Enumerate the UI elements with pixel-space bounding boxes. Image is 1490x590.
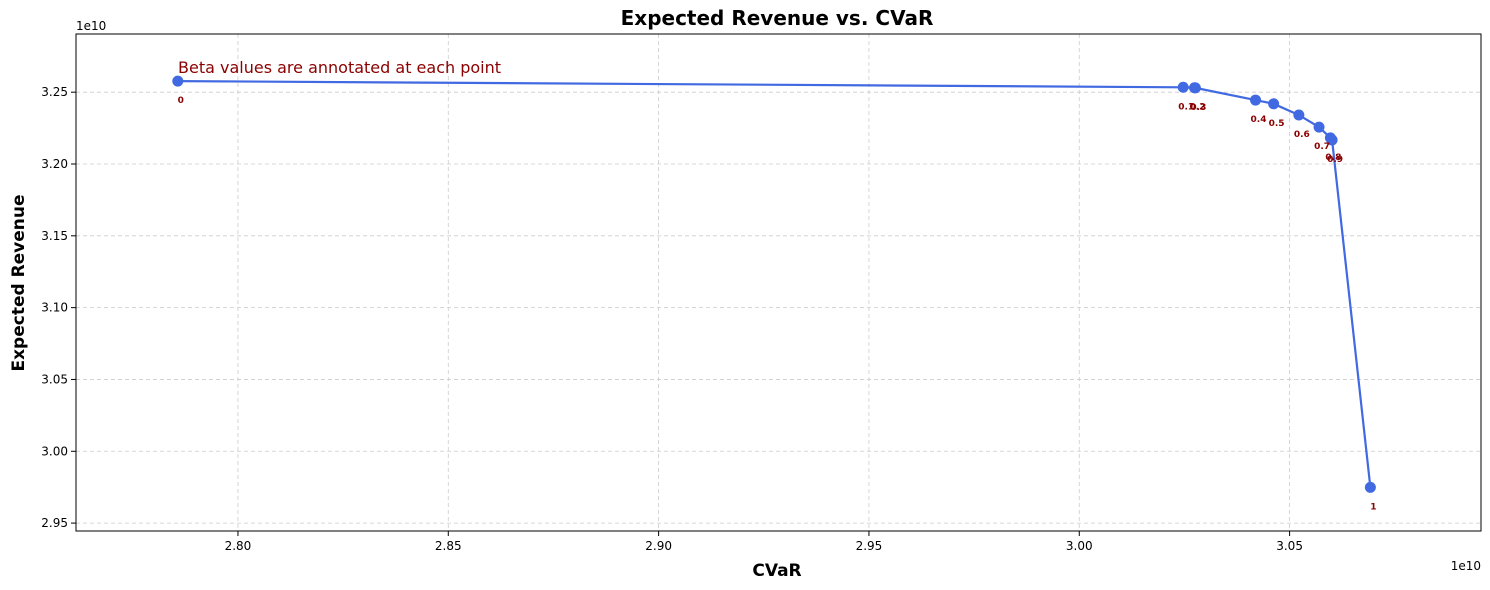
beta-label: 0.7 [1314, 142, 1330, 152]
data-point [1189, 82, 1201, 94]
data-point [1364, 481, 1376, 493]
x-tick-label: 2.90 [645, 539, 672, 553]
y-tick-label: 3.00 [41, 444, 68, 458]
y-tick-label: 3.15 [41, 229, 68, 243]
data-point [1326, 134, 1338, 146]
data-point [1250, 94, 1262, 106]
beta-label: 0.2 [1190, 103, 1206, 113]
series-line [177, 80, 1372, 488]
beta-label: 0.1 [1178, 102, 1194, 112]
y-exponent-label: 1e10 [76, 19, 106, 33]
beta-label: 0.8 [1325, 153, 1341, 163]
y-tick-label: 3.05 [41, 372, 68, 386]
axis-ticks: 2.80 2.85 2.90 2.95 3.00 3.05 2.95 3.00 3.05 3.10… [41, 85, 1303, 553]
y-tick-label: 2.95 [41, 516, 68, 530]
line-series [172, 75, 1376, 493]
beta-label: 0.3 [1190, 103, 1206, 113]
y-tick-label: 3.25 [41, 85, 68, 99]
x-tick-label: 2.80 [225, 539, 252, 553]
x-tick-label: 2.85 [435, 539, 462, 553]
x-exponent-label: 1e10 [1451, 559, 1481, 573]
beta-label: 1 [1370, 502, 1376, 512]
annotation-note: Beta values are annotated at each point [178, 58, 501, 77]
x-tick-label: 2.95 [856, 539, 883, 553]
x-tick-label: 3.05 [1276, 539, 1303, 553]
y-tick-label: 3.20 [41, 157, 68, 171]
beta-label: 0.5 [1269, 119, 1285, 129]
plot-area [75, 33, 1482, 532]
data-point [172, 75, 184, 87]
x-tick-label: 3.00 [1066, 539, 1093, 553]
data-point [1268, 98, 1280, 110]
grid-lines [76, 34, 1481, 531]
beta-label: 0.9 [1327, 155, 1343, 165]
beta-label: 0 [178, 96, 184, 106]
chart-title: Expected Revenue vs. CVaR [621, 6, 934, 30]
y-axis-title: Expected Revenue [9, 194, 29, 371]
beta-label: 0.4 [1251, 115, 1267, 125]
x-axis-title: CVaR [752, 561, 801, 581]
beta-label: 0.6 [1294, 130, 1310, 140]
y-tick-label: 3.10 [41, 301, 68, 315]
data-point [1293, 109, 1305, 121]
point-labels: 0 0.10.20.3 0.4 0.5 0.6 0.70.80.9 1 [178, 96, 1377, 512]
data-point [1313, 121, 1325, 133]
data-point [1177, 81, 1189, 93]
